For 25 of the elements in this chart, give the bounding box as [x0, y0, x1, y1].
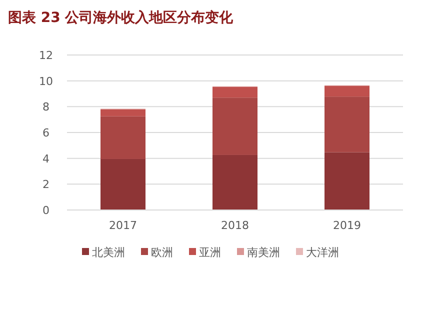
bar	[324, 152, 370, 210]
legend-label: 欧洲	[151, 246, 173, 259]
x-tick-label: 2017	[109, 219, 137, 232]
y-tick-label: 8	[42, 100, 50, 114]
bar	[324, 86, 370, 97]
bar	[100, 109, 146, 116]
bar	[212, 86, 258, 98]
legend-label: 北美洲	[92, 246, 125, 259]
y-tick-label: 4	[42, 152, 50, 166]
chart-title: 图表 23 公司海外收入地区分布变化	[8, 9, 234, 26]
bar	[324, 96, 370, 152]
y-tick-label: 0	[42, 204, 50, 217]
legend-label: 亚洲	[199, 246, 221, 259]
y-tick-label: 6	[42, 126, 50, 140]
legend-label: 大洋洲	[306, 246, 339, 259]
legend-label: 南美洲	[247, 246, 280, 259]
x-tick-label: 2018	[221, 219, 249, 232]
bar	[212, 98, 258, 155]
bar	[212, 154, 258, 210]
y-tick-label: 10	[39, 74, 53, 88]
bar	[100, 158, 146, 210]
y-tick-label: 12	[39, 49, 53, 62]
y-tick-label: 2	[42, 178, 50, 192]
x-tick-label: 2019	[333, 219, 361, 232]
bar	[100, 116, 146, 159]
